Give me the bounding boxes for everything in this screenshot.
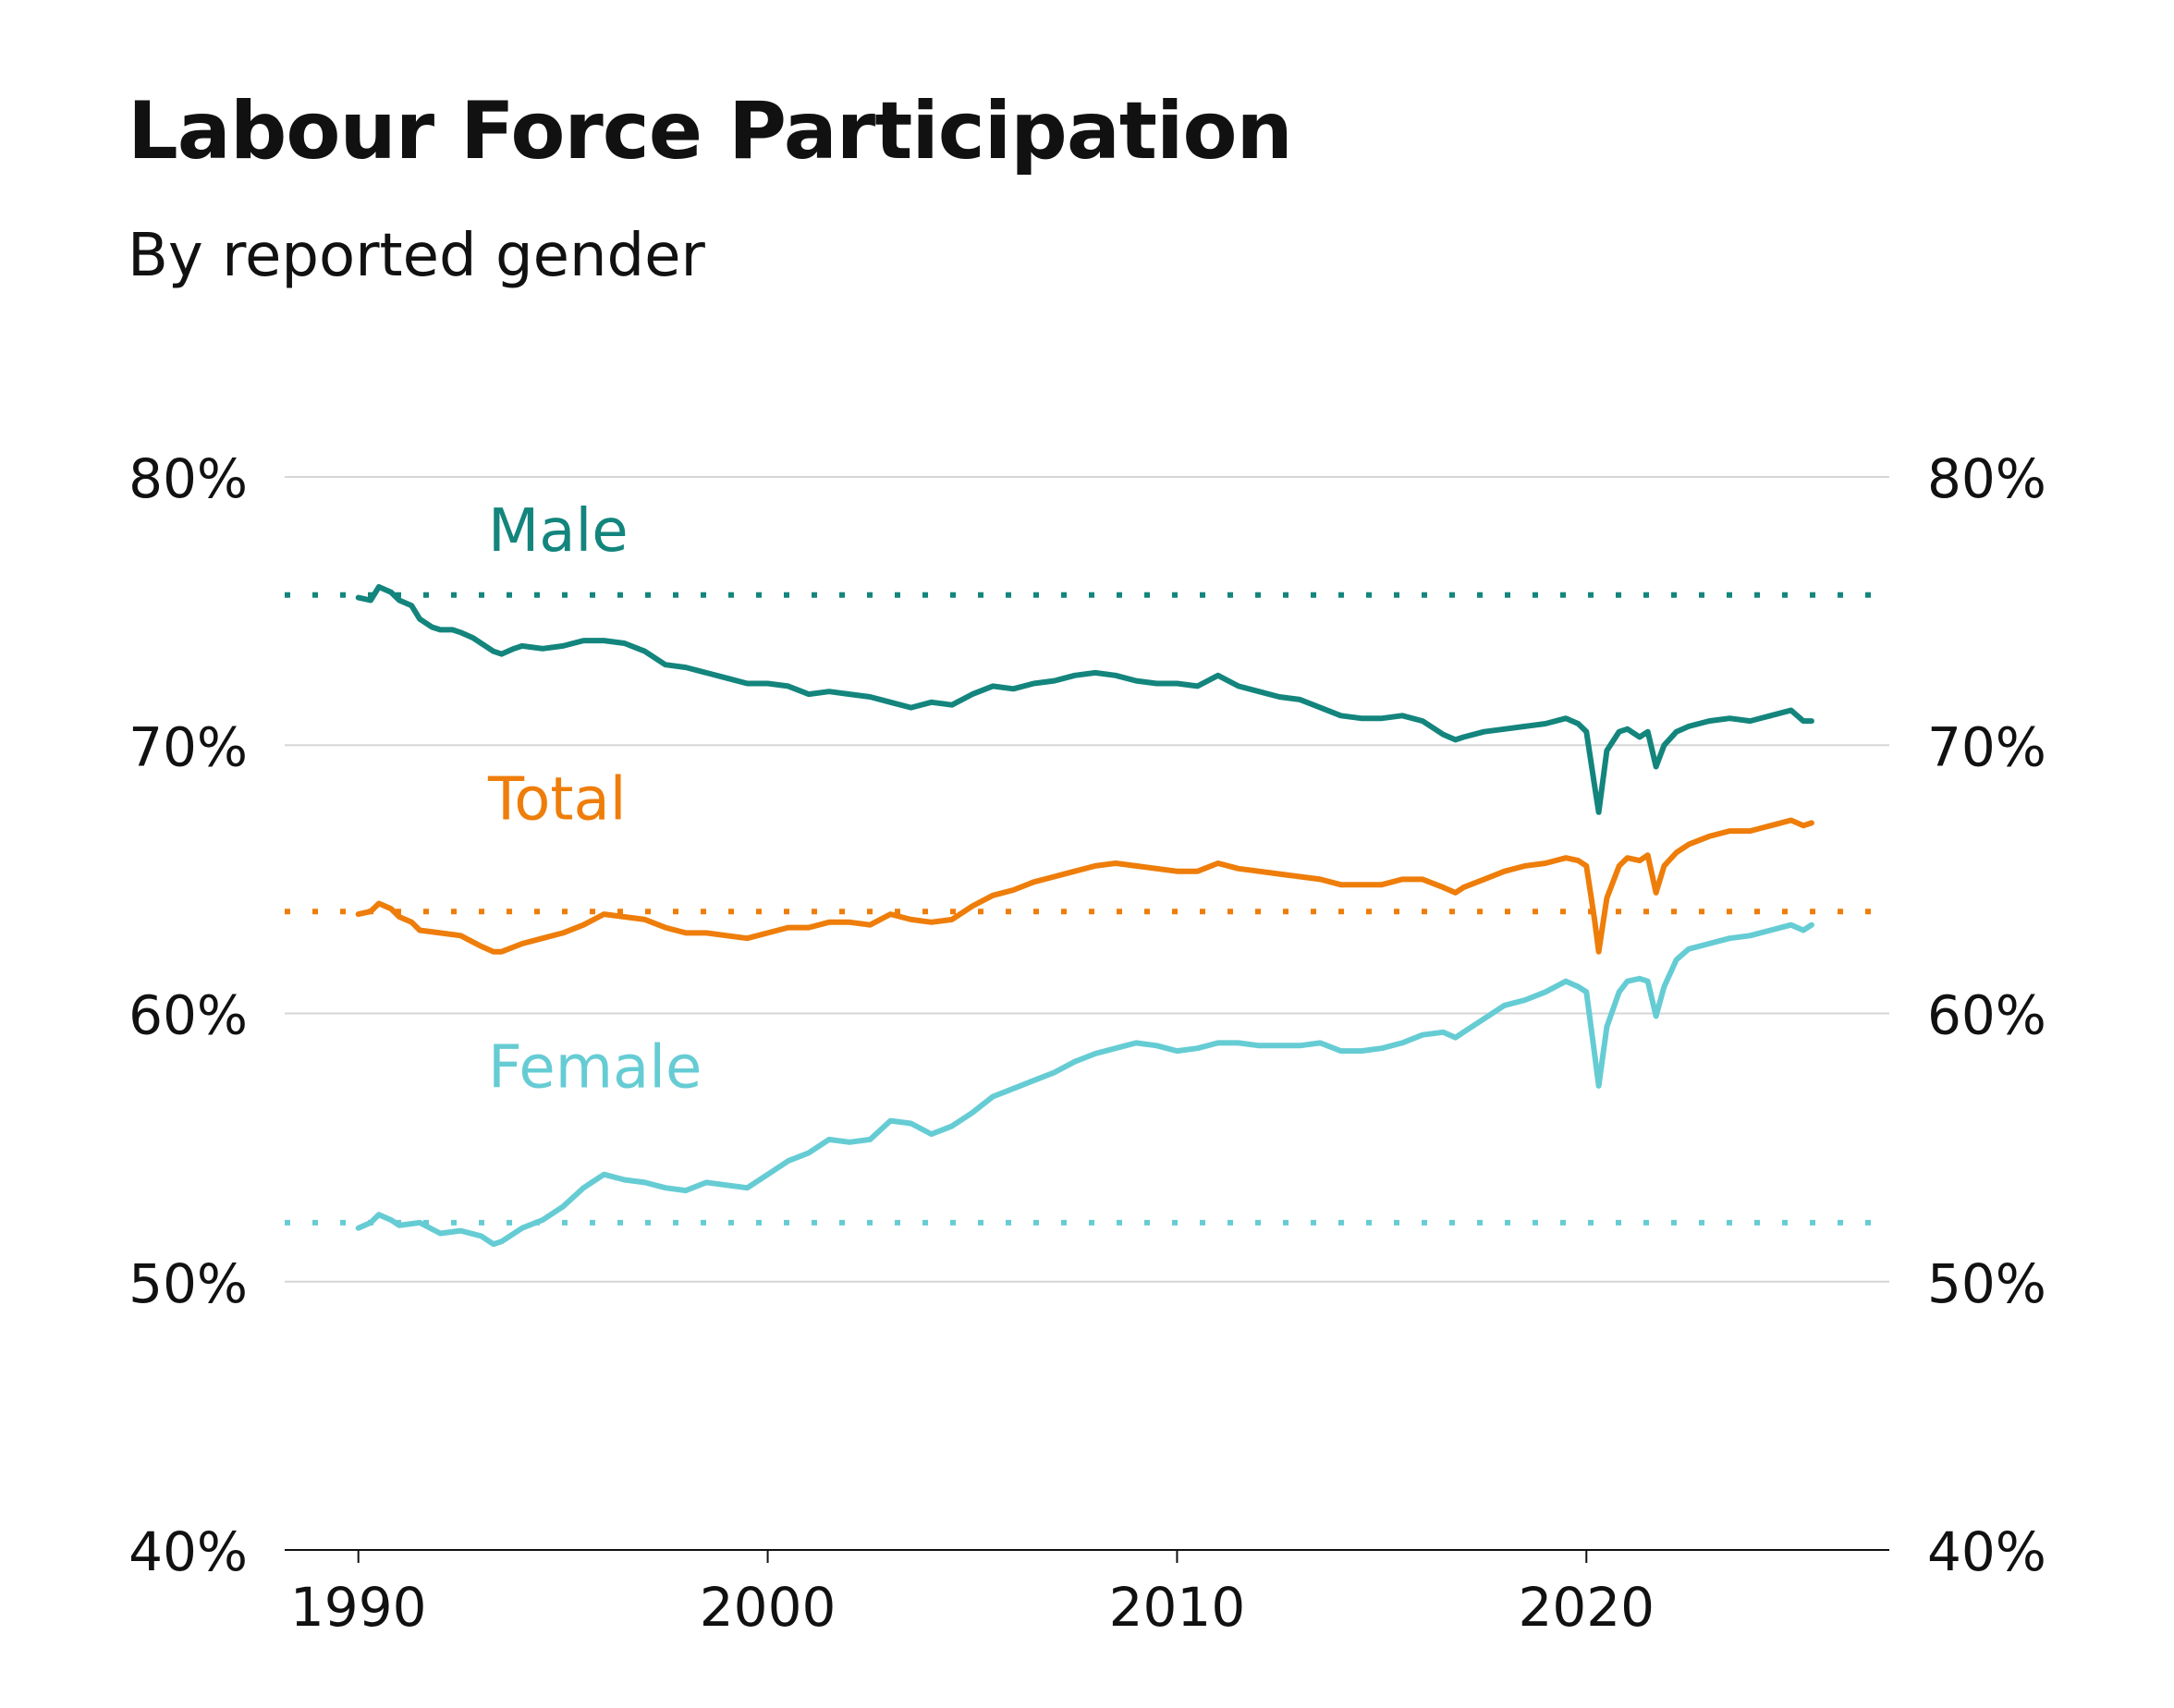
male-series-line — [355, 584, 1814, 815]
female-series-label: Female — [488, 1034, 702, 1103]
y-tick-label-left: 40% — [128, 1520, 248, 1583]
y-tick-label-left: 60% — [128, 984, 248, 1047]
x-tick-label: 2010 — [1109, 1576, 1246, 1639]
x-tick-label: 1990 — [290, 1576, 427, 1639]
y-tick-label-right: 80% — [1927, 447, 2046, 510]
y-tick-label-left: 80% — [128, 447, 248, 510]
y-tick-label-left: 70% — [128, 715, 248, 778]
y-tick-label-right: 60% — [1927, 984, 2046, 1047]
y-tick-label-left: 50% — [128, 1252, 248, 1315]
male-series-label: Male — [488, 497, 629, 566]
x-tick-label: 2000 — [700, 1576, 837, 1639]
y-tick-label-right: 40% — [1927, 1520, 2046, 1583]
y-tick-label-right: 70% — [1927, 715, 2046, 778]
chart-subtitle: By reported gender — [128, 222, 705, 290]
x-tick-label: 2020 — [1518, 1576, 1655, 1639]
female-series-line — [355, 921, 1814, 1248]
total-series-line — [355, 817, 1814, 955]
total-series-label: Total — [487, 765, 626, 834]
y-tick-label-right: 50% — [1927, 1252, 2046, 1315]
chart-title: Labour Force Participation — [128, 85, 1293, 177]
